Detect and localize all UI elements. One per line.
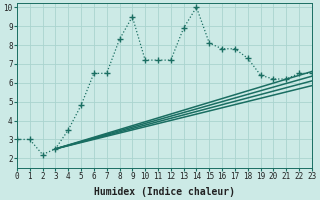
X-axis label: Humidex (Indice chaleur): Humidex (Indice chaleur) <box>94 186 235 197</box>
